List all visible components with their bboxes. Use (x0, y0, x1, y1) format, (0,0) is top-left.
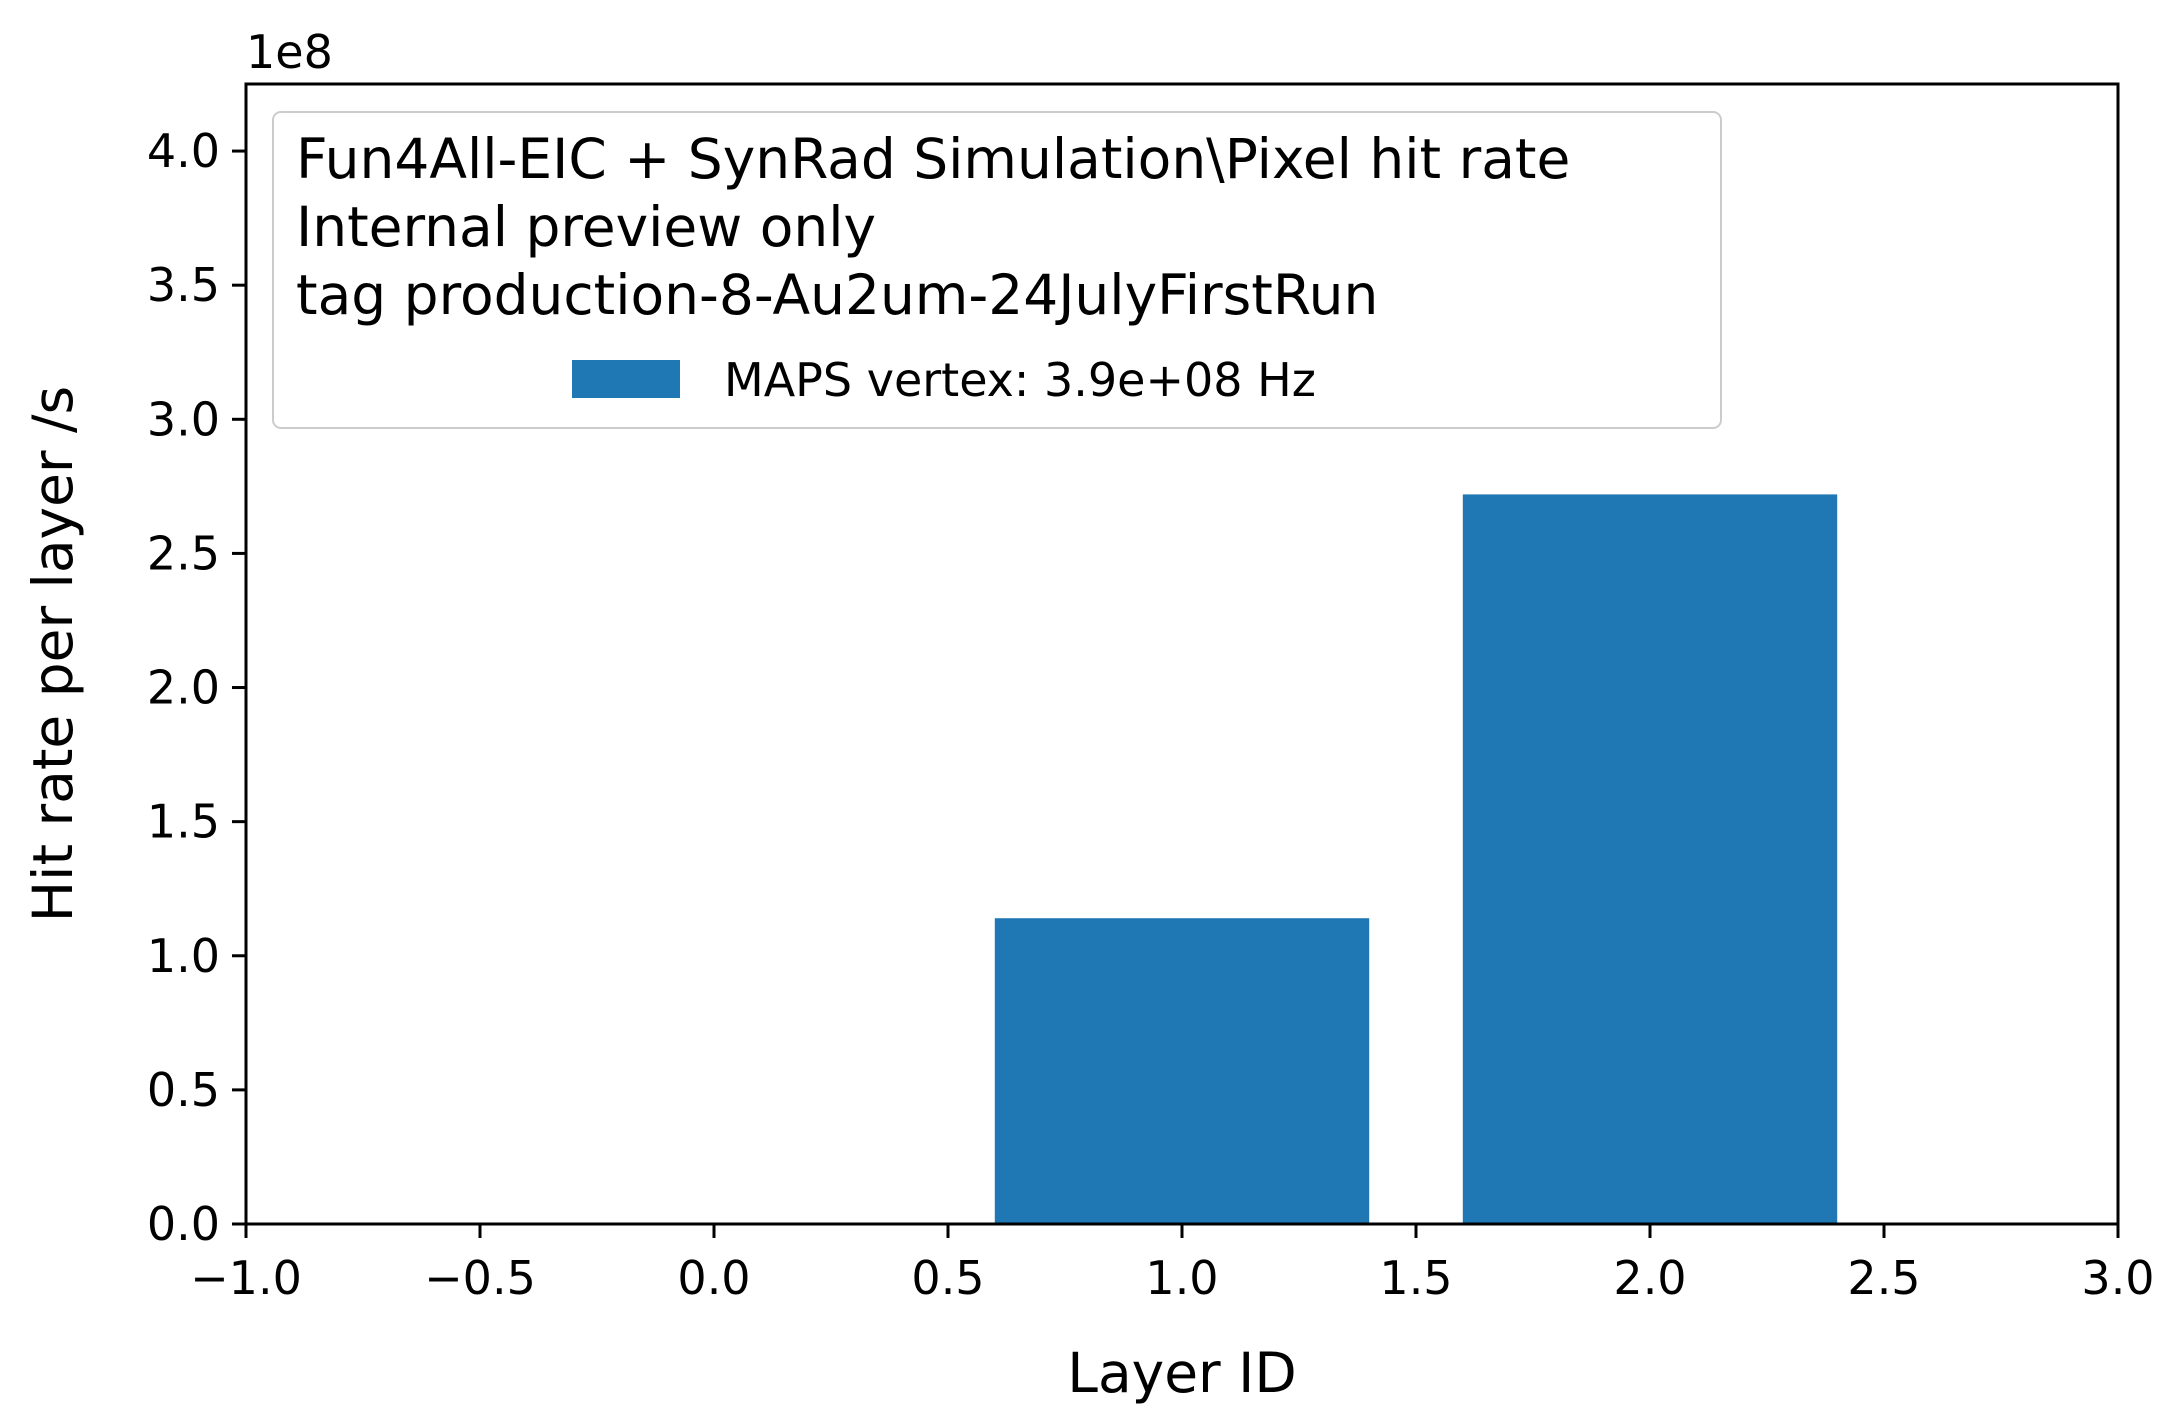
y-tick-label: 3.0 (147, 392, 220, 446)
y-tick-label: 0.5 (147, 1063, 220, 1117)
x-tick-label: −1.0 (190, 1251, 302, 1305)
legend-box (272, 111, 1722, 429)
legend-title-line-1: Fun4All-EIC + SynRad Simulation\Pixel hi… (296, 127, 1570, 191)
x-tick-label: 3.0 (2081, 1251, 2154, 1305)
x-tick-label: 0.5 (911, 1251, 984, 1305)
x-tick-label: 2.5 (1847, 1251, 1920, 1305)
y-tick-label: 1.5 (147, 795, 220, 849)
legend-title-line-3: tag production-8-Au2um-24JulyFirstRun (296, 263, 1378, 327)
y-tick-label: 1.0 (147, 929, 220, 983)
legend: Fun4All-EIC + SynRad Simulation\Pixel hi… (272, 111, 1722, 429)
y-tick-label: 4.0 (147, 124, 220, 178)
legend-title-line-2: Internal preview only (296, 195, 876, 259)
x-tick-label: 0.0 (677, 1251, 750, 1305)
y-axis-label: Hit rate per layer /s (21, 386, 85, 922)
bar-layer-2 (1462, 494, 1838, 1224)
legend-entry-maps-vertex: MAPS vertex: 3.9e+08 Hz (724, 353, 1316, 407)
bars-layer (994, 494, 1838, 1224)
y-tick-label: 2.0 (147, 661, 220, 715)
plot-frame (244, 82, 2120, 1226)
y-offset-label: 1e8 (246, 25, 333, 79)
x-tick-label: 1.0 (1145, 1251, 1218, 1305)
y-tick-label: 3.5 (147, 258, 220, 312)
y-axis-ticks: 0.0 0.5 1.0 1.5 2.0 2.5 3.0 3.5 4.0 (147, 124, 246, 1251)
x-axis-label: Layer ID (1067, 1341, 1296, 1405)
x-tick-label: 1.5 (1379, 1251, 1452, 1305)
x-axis-ticks: −1.0 −0.5 0.0 0.5 1.0 1.5 2.0 2.5 3.0 (190, 1224, 2155, 1305)
x-tick-label: −0.5 (424, 1251, 536, 1305)
bar-layer-1 (994, 918, 1370, 1224)
y-tick-label: 2.5 (147, 526, 220, 580)
y-tick-label: 0.0 (147, 1197, 220, 1251)
x-tick-label: 2.0 (1613, 1251, 1686, 1305)
legend-swatch (572, 360, 680, 398)
